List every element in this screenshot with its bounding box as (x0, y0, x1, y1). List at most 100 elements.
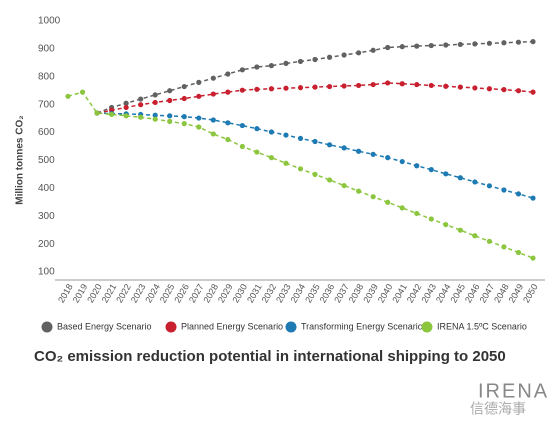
y-tick-label: 500 (38, 155, 55, 166)
chart-title: CO₂ emission reduction potential in inte… (34, 348, 506, 365)
data-point (254, 149, 260, 155)
data-point (326, 177, 333, 183)
data-point (341, 182, 347, 189)
data-point (138, 102, 144, 108)
data-point (486, 86, 493, 92)
y-tick-label: 300 (38, 211, 55, 222)
data-point (341, 52, 347, 58)
data-point (239, 122, 245, 129)
data-point (108, 111, 115, 118)
data-point (181, 83, 187, 90)
data-point (268, 86, 275, 92)
data-point (326, 142, 333, 148)
data-point (501, 40, 507, 46)
data-point (443, 171, 449, 177)
y-tick-label: 600 (38, 127, 55, 138)
data-point (239, 67, 245, 73)
data-point (297, 166, 304, 172)
data-point (530, 255, 536, 261)
data-point (385, 155, 391, 161)
data-point (138, 114, 144, 120)
data-point (443, 221, 449, 228)
data-point (414, 81, 420, 88)
data-point (414, 163, 420, 169)
data-point (152, 116, 158, 122)
data-point (385, 44, 391, 51)
data-point (283, 160, 289, 166)
data-point (283, 132, 289, 138)
data-point (123, 104, 129, 111)
data-point (65, 93, 71, 99)
data-point (530, 89, 536, 95)
data-point (210, 75, 216, 81)
data-point (167, 118, 173, 124)
data-point (515, 88, 522, 94)
series-line (97, 112, 534, 199)
data-point (457, 227, 463, 233)
y-tick-label: 200 (38, 239, 55, 250)
data-point (225, 136, 231, 143)
data-point (181, 95, 187, 102)
legend-marker (285, 321, 297, 333)
data-point (428, 167, 434, 173)
data-point (457, 41, 463, 48)
y-tick-label: 400 (38, 183, 55, 194)
data-point (472, 41, 478, 47)
data-point (196, 124, 202, 130)
y-tick-label: 700 (38, 99, 55, 110)
data-point (457, 84, 463, 90)
data-point (196, 93, 202, 99)
y-tick-label: 800 (38, 71, 55, 82)
data-point (370, 47, 376, 53)
legend-label: Planned Energy Scenario (181, 321, 283, 331)
data-point (443, 83, 449, 89)
data-point (297, 85, 304, 91)
data-point (486, 183, 493, 189)
data-point (268, 63, 275, 69)
legend-marker (421, 321, 433, 333)
legend-label: Transforming Energy Scenario (301, 321, 423, 331)
data-point (210, 91, 216, 97)
data-point (239, 143, 245, 150)
data-point (414, 210, 420, 217)
data-point (123, 100, 129, 106)
legend-label: Based Energy Scenario (57, 321, 152, 331)
logo: IRENA (478, 380, 549, 402)
legend-marker (41, 321, 53, 333)
data-point (312, 138, 318, 145)
legend-marker (165, 321, 177, 333)
data-point (443, 42, 449, 48)
data-point (239, 87, 245, 93)
data-point (428, 216, 434, 222)
data-point (515, 249, 522, 256)
data-point (486, 238, 493, 244)
data-point (385, 80, 391, 86)
data-point (152, 112, 158, 118)
data-point (414, 43, 420, 49)
data-point (341, 145, 347, 151)
data-point (283, 85, 289, 91)
data-point (196, 79, 202, 85)
data-point (472, 233, 478, 239)
data-point (326, 83, 333, 90)
series-line (96, 40, 534, 114)
data-point (297, 58, 304, 65)
data-point (399, 205, 405, 211)
data-point (399, 81, 405, 87)
data-point (123, 113, 129, 119)
data-point (356, 188, 362, 194)
data-point (501, 244, 507, 250)
data-point (326, 54, 333, 60)
data-point (399, 158, 405, 165)
data-point (283, 60, 289, 66)
data-point (530, 195, 536, 201)
data-point (370, 81, 376, 88)
data-point (225, 120, 231, 126)
data-point (94, 110, 100, 116)
data-point (167, 88, 173, 94)
data-point (210, 131, 216, 137)
data-point (268, 155, 275, 161)
data-point (501, 87, 507, 93)
y-tick-label: 900 (38, 44, 55, 55)
